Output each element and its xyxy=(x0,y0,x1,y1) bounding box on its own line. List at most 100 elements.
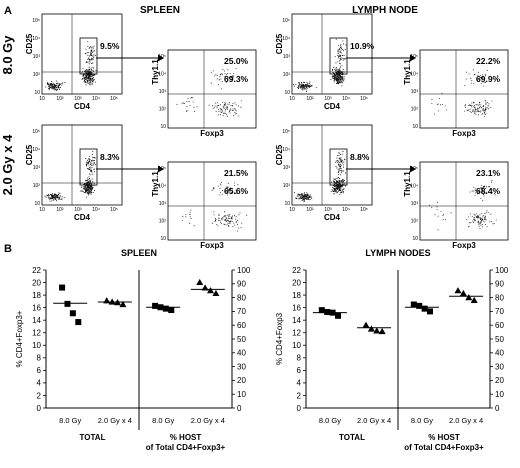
right-ytick-label: 100 xyxy=(237,266,251,275)
gate-box xyxy=(79,148,98,186)
gate-xlabel: CD4 xyxy=(74,213,91,222)
quad-ytick-1: 10² xyxy=(411,218,419,224)
data-point-square xyxy=(324,309,331,316)
right-ytick-label: 30 xyxy=(495,362,504,371)
gate-ytick-1: 10² xyxy=(33,183,41,189)
quad-plot-frame xyxy=(167,49,257,129)
data-point-triangle xyxy=(196,278,204,286)
gate-ytick-1: 10² xyxy=(283,183,291,189)
gate-plot-events xyxy=(44,151,97,202)
left-ytick-label: 12 xyxy=(292,329,301,338)
gate-xtick-0: 10 xyxy=(39,96,45,102)
data-point-triangle xyxy=(367,325,375,332)
gate-box xyxy=(79,37,98,75)
gate-plot-events xyxy=(294,151,346,202)
gate-ytick-4: 10⁵ xyxy=(32,129,40,135)
quad-ylabel: Thy1.1 xyxy=(151,59,160,85)
data-point-square xyxy=(427,308,434,315)
quad-plot-frame xyxy=(419,49,509,129)
group-label-total: TOTAL xyxy=(339,433,365,442)
data-point-triangle xyxy=(119,300,127,308)
summary-scatter-panels: SPLEEN0246810121416182022010203040506070… xyxy=(15,248,509,452)
right-ytick-label: 60 xyxy=(495,321,504,330)
gate-ytick-0: 10 xyxy=(34,90,40,96)
quad-ylabel: Thy1.1 xyxy=(403,59,412,85)
gate-xlabel: CD4 xyxy=(74,102,91,111)
category-label-2: 8.0 Gy xyxy=(411,416,433,425)
gate-plot-frame xyxy=(41,124,123,206)
data-point-square xyxy=(152,302,159,309)
quad-ytick-2: 10³ xyxy=(159,89,167,95)
gate-xlabel: CD4 xyxy=(324,213,341,222)
gate-ytick-2: 10³ xyxy=(283,165,291,171)
gate-percent: 9.5% xyxy=(100,41,120,51)
left-ytick-label: 22 xyxy=(32,266,41,275)
quad-xlabel: Foxp3 xyxy=(452,129,476,138)
gate-xtick-1: 10² xyxy=(306,207,314,213)
left-ytick-label: 22 xyxy=(292,266,301,275)
quad-ytick-3: 10⁴ xyxy=(410,183,418,189)
category-label-1: 2.0 Gy x 4 xyxy=(98,416,132,425)
right-ytick-label: 50 xyxy=(495,335,504,344)
data-point-triangle xyxy=(459,289,467,297)
right-ytick-label: 40 xyxy=(495,349,504,358)
quad-ytick-2: 10³ xyxy=(159,201,167,207)
gate-arrow-head xyxy=(158,54,164,62)
gate-xtick-4: 10⁵ xyxy=(110,96,118,102)
gate-ytick-0: 10 xyxy=(34,201,40,207)
gate-xtick-3: 10⁴ xyxy=(342,207,350,213)
category-label-3: 2.0 Gy x 4 xyxy=(191,416,225,425)
data-point-square xyxy=(162,305,169,312)
right-ytick-label: 0 xyxy=(495,404,500,413)
gate-arrow-head xyxy=(410,165,416,173)
flow-set-0: 9.5%CD4CD25101010²10²10³10³10⁴10⁴10⁵10⁵2… xyxy=(25,13,257,138)
quad-ylabel: Thy1.1 xyxy=(151,171,160,197)
quad-lower-right-percent: 69.9% xyxy=(476,74,501,84)
left-ytick-label: 18 xyxy=(292,291,301,300)
gate-box xyxy=(329,37,348,75)
header-lymph-node: LYMPH NODE xyxy=(352,5,418,16)
gate-ylabel: CD25 xyxy=(275,144,284,165)
left-ytick-label: 14 xyxy=(292,316,301,325)
gate-plot-events xyxy=(293,38,347,93)
flow-set-2: 8.3%CD4CD25101010²10²10³10³10⁴10⁴10⁵10⁵2… xyxy=(25,124,257,250)
quad-upper-right-percent: 21.5% xyxy=(224,168,249,178)
data-point-square xyxy=(421,305,428,312)
data-point-square xyxy=(410,301,417,308)
gate-ytick-2: 10³ xyxy=(283,54,291,60)
quad-ytick-2: 10³ xyxy=(411,89,419,95)
gate-plot-frame xyxy=(41,13,123,95)
category-label-3: 2.0 Gy x 4 xyxy=(449,416,483,425)
left-ytick-label: 4 xyxy=(297,379,302,388)
quad-ytick-4: 10⁵ xyxy=(410,54,418,60)
gate-arrow-head xyxy=(410,54,416,62)
quad-plot-events xyxy=(181,182,248,232)
gate-ylabel: CD25 xyxy=(275,33,284,54)
flow-set-3: 8.8%CD4CD25101010²10²10³10³10⁴10⁴10⁵10⁵2… xyxy=(275,124,509,250)
left-ytick-label: 12 xyxy=(32,329,41,338)
quad-ytick-3: 10⁴ xyxy=(410,71,418,77)
quad-ytick-0: 10 xyxy=(412,124,418,130)
left-ylabel: % CD4+Foxp3+ xyxy=(15,310,24,367)
gate-ytick-4: 10⁵ xyxy=(32,18,40,24)
gate-xtick-2: 10³ xyxy=(324,96,332,102)
data-point-triangle xyxy=(212,289,220,297)
gate-xtick-1: 10² xyxy=(56,207,64,213)
gate-ytick-4: 10⁵ xyxy=(282,18,290,24)
quad-ytick-1: 10² xyxy=(411,106,419,112)
scatter-title: SPLEEN xyxy=(121,248,157,258)
quad-ytick-0: 10 xyxy=(160,124,166,130)
gate-xtick-3: 10⁴ xyxy=(92,96,100,102)
right-ytick-label: 0 xyxy=(237,404,242,413)
panel-a-label: A xyxy=(4,5,12,17)
group-label-host-line2: of Total CD4+Foxp3+ xyxy=(146,443,226,452)
quad-ytick-4: 10⁵ xyxy=(410,166,418,172)
left-ytick-label: 8 xyxy=(37,354,42,363)
gate-ytick-3: 10⁴ xyxy=(32,36,40,42)
flow-set-1: 10.9%CD4CD25101010²10²10³10³10⁴10⁴10⁵10⁵… xyxy=(275,13,509,138)
left-ytick-label: 20 xyxy=(292,278,301,287)
gate-ytick-4: 10⁵ xyxy=(282,129,290,135)
quad-xlabel: Foxp3 xyxy=(452,241,476,250)
data-point-triangle xyxy=(378,327,386,335)
